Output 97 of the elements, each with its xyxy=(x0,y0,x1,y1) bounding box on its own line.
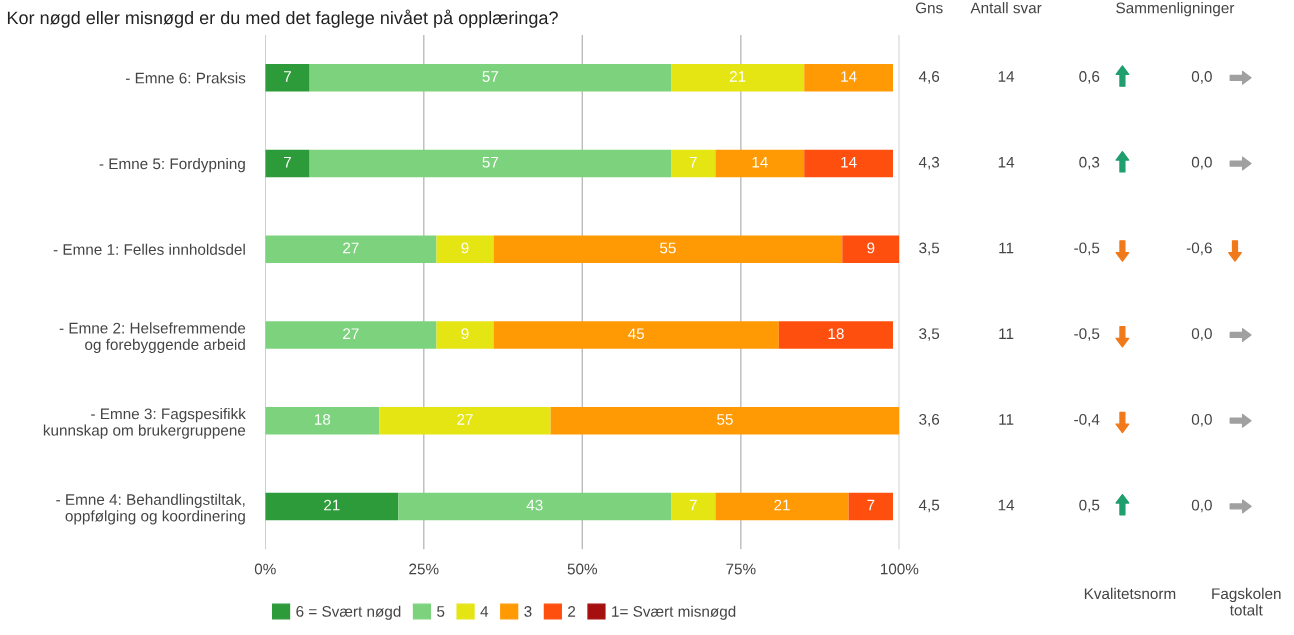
text: 4,6 xyxy=(918,71,940,84)
bar xyxy=(436,235,494,263)
bar xyxy=(265,149,310,178)
text: Antall svar xyxy=(970,2,1042,14)
bar xyxy=(265,492,399,521)
text: 4,5 xyxy=(918,499,940,513)
data-label: 43 xyxy=(526,499,543,511)
bar xyxy=(804,149,893,178)
text: 0,0 xyxy=(1191,499,1212,513)
data-label: 21 xyxy=(774,499,790,511)
bar xyxy=(398,492,672,521)
text: 14 xyxy=(998,156,1015,168)
text: -0,6 xyxy=(1186,242,1212,256)
y-tick-label: - Emne 6: Praksis xyxy=(125,72,246,84)
data-label: 57 xyxy=(482,156,499,168)
bar xyxy=(379,406,551,435)
y-tick-label: - Emne 4: Behandlingstiltak, oppfølging og koordinering xyxy=(56,493,245,525)
data-label: 18 xyxy=(315,413,331,425)
y-tick-label: - Emne 3: Fagspesifikk kunnskap om brukergruppene xyxy=(43,408,246,439)
data-label: 14 xyxy=(841,71,857,82)
data-label: 9 xyxy=(461,328,469,340)
text: Sammenligninger xyxy=(1116,2,1235,17)
data-label: 21 xyxy=(729,71,746,82)
bar xyxy=(715,149,805,178)
data-label: 27 xyxy=(457,413,473,425)
text: 3,5 xyxy=(919,328,940,341)
x-tick-label: 0% xyxy=(254,563,276,575)
text: 4,3 xyxy=(918,156,940,170)
bar xyxy=(671,149,716,178)
text: 11 xyxy=(999,328,1014,339)
bar xyxy=(493,321,779,349)
bar xyxy=(493,235,843,263)
data-label: 57 xyxy=(482,71,499,82)
bar xyxy=(265,64,310,92)
data-label: 7 xyxy=(689,156,697,168)
x-tick-label: 75% xyxy=(726,563,756,575)
legend-label: 3 xyxy=(524,606,532,617)
data-label: 14 xyxy=(841,156,857,168)
bar xyxy=(309,64,672,92)
text: -0,5 xyxy=(1074,242,1100,256)
legend-label: 1= Svært misnøgd xyxy=(612,605,736,620)
text: Fagskolen totalt xyxy=(1212,587,1281,616)
bar xyxy=(309,149,672,178)
chart-title: Kor nøgd eller misnøgd er du med det faglege nivået på opplæringa? xyxy=(7,9,558,28)
bar xyxy=(550,406,900,435)
bar xyxy=(848,492,893,521)
data-label: 9 xyxy=(461,242,469,254)
data-label: 7 xyxy=(867,499,875,511)
text: 0,5 xyxy=(1079,499,1100,513)
data-label: 18 xyxy=(828,328,844,340)
text: 11 xyxy=(999,414,1014,425)
data-label: 45 xyxy=(628,328,645,340)
data-label: 55 xyxy=(660,242,676,254)
text: 14 xyxy=(998,499,1015,511)
bar xyxy=(715,492,849,521)
text: 0,0 xyxy=(1191,328,1212,341)
text: -0,5 xyxy=(1074,328,1100,341)
data-label: 7 xyxy=(284,71,291,82)
bar xyxy=(804,64,893,92)
data-label: 27 xyxy=(343,242,359,254)
text: 0,6 xyxy=(1079,71,1100,84)
text: 11 xyxy=(999,242,1014,254)
bar xyxy=(671,64,805,92)
bar xyxy=(778,321,893,349)
legend-label: 2 xyxy=(568,606,576,617)
y-tick-label: - Emne 1: Felles innholdsdel xyxy=(53,243,245,255)
text: 3,5 xyxy=(919,242,940,256)
legend-label: 5 xyxy=(437,606,445,617)
data-label: 55 xyxy=(717,414,733,425)
data-label: 27 xyxy=(343,328,359,339)
text: 0,0 xyxy=(1191,71,1212,84)
y-tick-label: - Emne 2: Helsefremmende og forebyggende arbeid xyxy=(59,322,246,353)
data-label: 14 xyxy=(752,156,768,168)
x-tick-label: 50% xyxy=(567,563,598,575)
x-tick-label: 25% xyxy=(409,563,439,575)
bar xyxy=(842,235,900,263)
bar xyxy=(265,321,437,349)
text: 0,3 xyxy=(1079,156,1100,170)
y-tick-label: - Emne 5: Fordypning xyxy=(99,157,245,173)
data-label: 21 xyxy=(324,499,340,511)
text: 0,0 xyxy=(1191,156,1212,170)
legend-label: 6 = Svært nøgd xyxy=(296,605,401,620)
text: Kvalitetsnorm xyxy=(1084,587,1176,600)
legend-label: 4 xyxy=(480,606,489,617)
data-label: 7 xyxy=(689,499,697,511)
text: 0,0 xyxy=(1191,413,1212,427)
text: -0,4 xyxy=(1074,413,1100,427)
bar xyxy=(265,406,380,435)
bar xyxy=(436,321,494,349)
bar xyxy=(671,492,716,521)
text: 3,6 xyxy=(919,413,940,427)
data-label: 9 xyxy=(867,242,875,254)
data-label: 7 xyxy=(284,156,291,168)
text: Gns xyxy=(915,2,943,14)
bar xyxy=(265,235,437,263)
x-tick-label: 100% xyxy=(880,563,919,575)
text: 14 xyxy=(998,71,1015,82)
